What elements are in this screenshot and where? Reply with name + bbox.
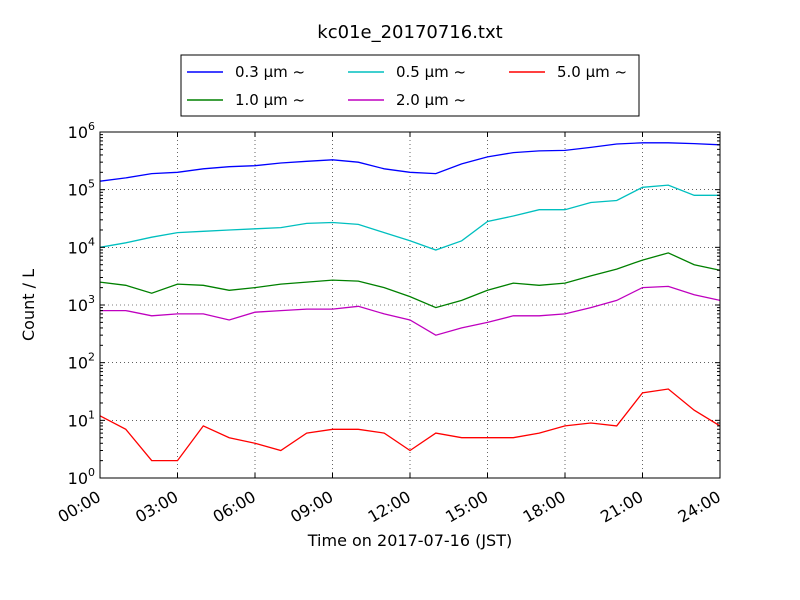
legend: 0.3 μm ~ 1.0 μm ~ 0.5 μm ~ 2.0 μm ~ 5.0 μm ~ bbox=[180, 54, 640, 117]
chart-title: kc01e_20170716.txt bbox=[317, 22, 502, 43]
x-tick-label: 21:00 bbox=[597, 487, 646, 527]
grid bbox=[100, 132, 720, 478]
y-tick-label: 104 bbox=[68, 235, 95, 257]
x-tick-label: 03:00 bbox=[132, 487, 181, 527]
legend-items: 0.3 μm ~ 1.0 μm ~ 0.5 μm ~ 2.0 μm ~ 5.0 μm ~ bbox=[187, 63, 627, 109]
legend-label: 5.0 μm ~ bbox=[557, 63, 627, 81]
series-line-2 bbox=[99, 252, 721, 309]
plot-area bbox=[99, 131, 721, 479]
x-axis-label: Time on 2017-07-16 (JST) bbox=[307, 531, 512, 550]
x-tick-label: 18:00 bbox=[520, 487, 569, 527]
legend-box bbox=[180, 54, 640, 117]
y-tick-label: 100 bbox=[68, 466, 95, 488]
legend-label: 0.3 μm ~ bbox=[235, 63, 305, 81]
ticks bbox=[99, 131, 721, 479]
x-tick-label: 09:00 bbox=[287, 487, 336, 527]
x-tick-label: 06:00 bbox=[210, 487, 259, 527]
series-line-4 bbox=[99, 388, 721, 462]
y-tick-label: 101 bbox=[68, 408, 95, 430]
y-tick-labels: 100 101 102 103 104 105 106 bbox=[68, 120, 95, 488]
x-tick-labels: 00:00 03:00 06:00 09:00 12:00 15:00 18:00 21:00… bbox=[55, 487, 724, 527]
series-line-1 bbox=[99, 184, 720, 251]
y-axis-label: Count / L bbox=[19, 269, 38, 341]
series-line-0 bbox=[99, 142, 721, 182]
x-tick-label: 24:00 bbox=[675, 487, 724, 527]
y-tick-label: 105 bbox=[68, 178, 95, 200]
x-tick-label: 15:00 bbox=[442, 487, 491, 527]
y-tick-label: 106 bbox=[68, 120, 95, 142]
legend-label: 1.0 μm ~ bbox=[235, 91, 305, 109]
series-line-3 bbox=[100, 285, 721, 336]
y-tick-label: 103 bbox=[68, 293, 95, 315]
legend-label: 2.0 μm ~ bbox=[396, 91, 466, 109]
series-layer bbox=[99, 142, 721, 462]
legend-label: 0.5 μm ~ bbox=[396, 63, 466, 81]
y-tick-label: 102 bbox=[68, 351, 95, 373]
x-tick-label: 00:00 bbox=[55, 487, 104, 527]
x-tick-label: 12:00 bbox=[365, 487, 414, 527]
